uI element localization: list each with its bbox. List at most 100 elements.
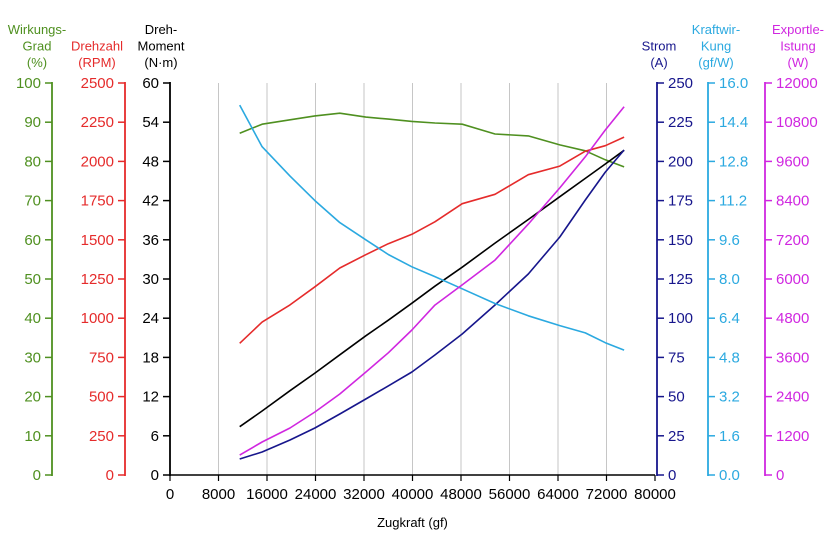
drehzahl-tick-label: 750 (89, 349, 114, 366)
drehzahl-tick-label: 2000 (81, 153, 114, 170)
drehmoment-tick-label: 0 (151, 467, 159, 484)
drehzahl-tick-label: 500 (89, 389, 114, 406)
x-tick-label: 56000 (489, 486, 531, 503)
strom-tick-label: 0 (668, 467, 676, 484)
drehzahl-tick-label: 1000 (81, 310, 114, 327)
wirkungsgrad-tick-label: 100 (16, 75, 41, 92)
drehmoment-tick-label: 36 (142, 232, 159, 249)
strom-axis-title: (A) (650, 55, 667, 70)
x-axis-title: Zugkraft (gf) (377, 515, 448, 530)
exportleistung-tick-label: 6000 (776, 271, 809, 288)
exportleistung-tick-label: 9600 (776, 153, 809, 170)
strom-tick-label: 50 (668, 389, 685, 406)
kraftwirkung-axis-title: Kraftwir- (692, 22, 740, 37)
wirkungsgrad-tick-label: 60 (24, 232, 41, 249)
kraftwirkung-tick-label: 14.4 (719, 114, 748, 131)
drehmoment-tick-label: 12 (142, 389, 159, 406)
axes: 0 8000 16000 24000 32000 40000 48000 56000 64000… (8, 22, 824, 530)
wirkungsgrad-axis-title: Grad (23, 39, 52, 54)
x-tick-label: 0 (166, 486, 174, 503)
strom-tick-label: 25 (668, 428, 685, 445)
kraftwirkung-line (238, 104, 625, 351)
drehmoment-tick-label: 6 (151, 428, 159, 445)
kraftwirkung-tick-label: 8.0 (719, 271, 740, 288)
drehzahl-axis-title: (RPM) (78, 55, 116, 70)
strom-tick-label: 150 (668, 232, 693, 249)
vertical-gridlines (218, 83, 607, 475)
x-tick-label: 32000 (343, 486, 385, 503)
wirkungsgrad-line (239, 112, 625, 168)
drehzahl-tick-label: 2250 (81, 114, 114, 131)
exportleistung-tick-label: 3600 (776, 349, 809, 366)
drehmoment-tick-label: 48 (142, 153, 159, 170)
x-tick-label: 64000 (537, 486, 579, 503)
strom-tick-label: 250 (668, 75, 693, 92)
wirkungsgrad-axis-title: (%) (27, 55, 47, 70)
kraftwirkung-tick-label: 1.6 (719, 428, 740, 445)
kraftwirkung-tick-label: 16.0 (719, 75, 748, 92)
wirkungsgrad-tick-label: 0 (33, 467, 41, 484)
x-tick-label: 16000 (246, 486, 288, 503)
drehmoment-tick-label: 24 (142, 310, 159, 327)
strom-tick-label: 125 (668, 271, 693, 288)
drehzahl-tick-label: 0 (106, 467, 114, 484)
wirkungsgrad-tick-label: 50 (24, 271, 41, 288)
wirkungsgrad-tick-label: 30 (24, 349, 41, 366)
exportleistung-tick-label: 2400 (776, 389, 809, 406)
exportleistung-tick-label: 0 (776, 467, 784, 484)
drehzahl-tick-label: 1250 (81, 271, 114, 288)
exportleistung-axis-title: (W) (788, 55, 809, 70)
exportleistung-tick-label: 12000 (776, 75, 818, 92)
kraftwirkung-tick-label: 4.8 (719, 349, 740, 366)
drehmoment-tick-label: 18 (142, 349, 159, 366)
wirkungsgrad-tick-label: 80 (24, 153, 41, 170)
series-lines (238, 104, 625, 460)
drehmoment-axis-title: Dreh- (145, 22, 178, 37)
strom-tick-label: 200 (668, 153, 693, 170)
drehzahl-tick-label: 250 (89, 428, 114, 445)
drehmoment-tick-label: 60 (142, 75, 159, 92)
drehmoment-axis-title: Moment (138, 39, 185, 54)
kraftwirkung-tick-label: 12.8 (719, 153, 748, 170)
kraftwirkung-axis-title: Kung (701, 39, 731, 54)
strom-line (239, 149, 625, 460)
strom-tick-label: 175 (668, 193, 693, 210)
x-tick-label: 80000 (634, 486, 676, 503)
drehmoment-tick-label: 42 (142, 193, 159, 210)
exportleistung-tick-label: 7200 (776, 232, 809, 249)
wirkungsgrad-tick-label: 40 (24, 310, 41, 327)
kraftwirkung-tick-label: 9.6 (719, 232, 740, 249)
kraftwirkung-tick-label: 3.2 (719, 389, 740, 406)
exportleistung-axis-title: Exportle- (772, 22, 824, 37)
strom-tick-label: 75 (668, 349, 685, 366)
exportleistung-tick-label: 10800 (776, 114, 818, 131)
wirkungsgrad-tick-label: 20 (24, 389, 41, 406)
wirkungsgrad-axis-title: Wirkungs- (8, 22, 67, 37)
exportleistung-tick-label: 8400 (776, 193, 809, 210)
drehzahl-tick-label: 1500 (81, 232, 114, 249)
wirkungsgrad-tick-label: 90 (24, 114, 41, 131)
kraftwirkung-axis-title: (gf/W) (698, 55, 733, 70)
kraftwirkung-tick-label: 11.2 (719, 193, 747, 210)
wirkungsgrad-tick-label: 70 (24, 193, 41, 210)
drehmoment-axis-title: (N·m) (144, 55, 177, 70)
drehmoment-tick-label: 30 (142, 271, 159, 288)
exportleistung-axis-title: Istung (780, 39, 815, 54)
x-tick-label: 8000 (202, 486, 235, 503)
x-tick-label: 40000 (392, 486, 434, 503)
wirkungsgrad-tick-label: 10 (24, 428, 41, 445)
drehzahl-line (239, 136, 625, 344)
x-tick-label: 72000 (586, 486, 628, 503)
x-tick-label: 48000 (440, 486, 482, 503)
kraftwirkung-tick-label: 6.4 (719, 310, 740, 327)
exportleistung-line (239, 106, 625, 456)
drehzahl-axis-title: Drehzahl (71, 39, 123, 54)
x-tick-label: 24000 (295, 486, 337, 503)
drehmoment-tick-label: 54 (142, 114, 159, 131)
drehzahl-tick-label: 1750 (81, 193, 114, 210)
drehzahl-tick-label: 2500 (81, 75, 114, 92)
strom-tick-label: 100 (668, 310, 693, 327)
strom-axis-title: Strom (642, 39, 677, 54)
exportleistung-tick-label: 1200 (776, 428, 809, 445)
